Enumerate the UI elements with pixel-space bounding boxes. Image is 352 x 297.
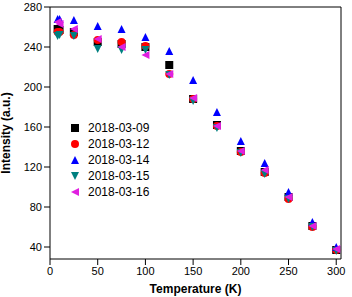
svg-text:300: 300 — [327, 265, 344, 277]
html-text:2018-03-16: 2018-03-16 — [88, 185, 150, 199]
svg-text:280: 280 — [24, 1, 42, 13]
svg-text:0: 0 — [47, 265, 53, 277]
svg-text:240: 240 — [24, 41, 42, 53]
html-text:2018-03-15: 2018-03-15 — [88, 169, 150, 183]
svg-text:Temperature (K): Temperature (K) — [150, 282, 242, 296]
svg-text:120: 120 — [24, 161, 42, 173]
html-text:2018-03-09: 2018-03-09 — [88, 121, 150, 135]
svg-text:200: 200 — [232, 265, 250, 277]
svg-text:160: 160 — [24, 121, 42, 133]
svg-text:80: 80 — [30, 201, 42, 213]
svg-text:50: 50 — [92, 265, 104, 277]
html-text:2018-03-12: 2018-03-12 — [88, 137, 150, 151]
svg-text:100: 100 — [136, 265, 154, 277]
svg-text:Intensity (a.u.): Intensity (a.u.) — [8, 92, 13, 173]
svg-text:40: 40 — [30, 241, 42, 253]
svg-text:150: 150 — [184, 265, 202, 277]
svg-text:200: 200 — [24, 81, 42, 93]
svg-text:250: 250 — [279, 265, 297, 277]
html-text:2018-03-14: 2018-03-14 — [88, 153, 150, 167]
